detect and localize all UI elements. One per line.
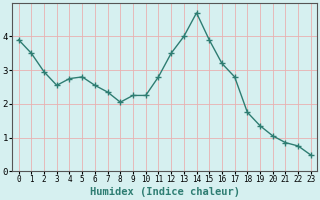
X-axis label: Humidex (Indice chaleur): Humidex (Indice chaleur) (90, 187, 240, 197)
